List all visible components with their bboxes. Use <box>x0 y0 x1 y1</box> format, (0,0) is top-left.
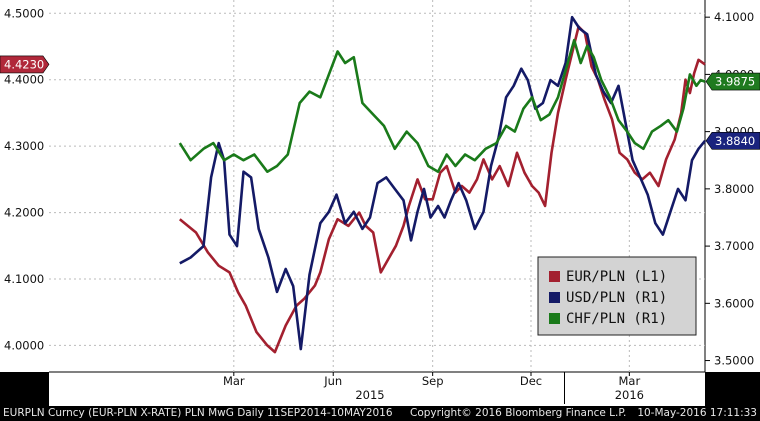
last-value-badge-usd: 3.8840 <box>705 131 760 150</box>
legend-label-eur: EUR/PLN (L1) <box>566 269 667 285</box>
footer-copyright: Copyright© 2016 Bloomberg Finance L.P. <box>410 407 626 419</box>
footer-timestamp: 10-May-2016 17:11:33 <box>637 407 757 419</box>
year-label: 2015 <box>355 388 384 402</box>
legend-label-usd: USD/PLN (R1) <box>566 290 667 306</box>
footer-source: EURPLN Curncy (EUR-PLN X-RATE) PLN MwG D… <box>3 407 393 419</box>
legend-label-chf: CHF/PLN (R1) <box>566 311 667 327</box>
last-value-badge-chf: 3.9875 <box>705 72 760 91</box>
x-tick-label: Mar <box>223 374 245 388</box>
right-tick-label: 3.6000 <box>714 296 754 310</box>
left-tick-label: 4.1000 <box>4 272 44 286</box>
legend: EUR/PLN (L1) USD/PLN (R1) CHF/PLN (R1) <box>537 256 697 336</box>
year-label: 2016 <box>615 388 644 402</box>
series-line-eur <box>178 25 706 354</box>
svg-text:3.8840: 3.8840 <box>715 134 755 148</box>
legend-swatch-chf <box>549 313 560 324</box>
series-line-chf <box>178 38 706 173</box>
x-tick-label: Sep <box>422 374 444 388</box>
left-tick-label: 4.0000 <box>4 338 44 352</box>
series-lines <box>178 15 707 354</box>
x-tick-label: Dec <box>520 374 542 388</box>
series-line-usd <box>179 15 707 351</box>
legend-swatch-usd <box>549 292 560 303</box>
x-axis: Mar Jun Sep Dec Mar 2015 2016 <box>49 371 705 406</box>
svg-text:4.4230: 4.4230 <box>4 57 44 71</box>
right-tick-label: 3.5000 <box>714 354 754 368</box>
last-value-badge-eur: 4.4230 <box>0 55 50 74</box>
legend-swatch-eur <box>549 271 560 282</box>
x-tick-label: Jun <box>323 374 342 388</box>
right-tick-label: 4.1000 <box>714 10 754 24</box>
right-tick-label: 3.8000 <box>714 182 754 196</box>
legend-box <box>537 256 697 336</box>
svg-text:3.9875: 3.9875 <box>715 75 755 89</box>
left-tick-label: 4.4000 <box>4 73 44 87</box>
left-tick-label: 4.3000 <box>4 139 44 153</box>
right-axis: 4.10004.00003.90003.80003.70003.60003.50… <box>704 0 760 372</box>
left-tick-label: 4.2000 <box>4 206 44 220</box>
right-tick-label: 3.7000 <box>714 239 754 253</box>
last-value-badges: 4.4230 3.9875 3.8840 <box>0 55 760 150</box>
x-tick-label: Mar <box>618 374 640 388</box>
left-tick-label: 4.5000 <box>4 6 44 20</box>
